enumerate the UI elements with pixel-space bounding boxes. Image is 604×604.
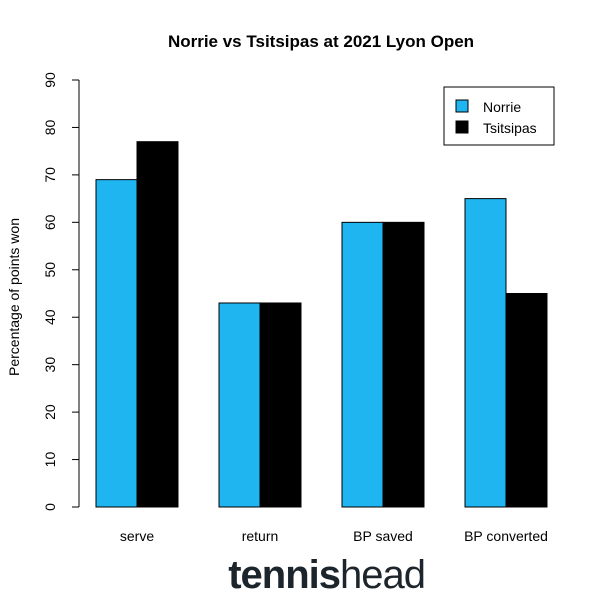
y-tick-label: 70 xyxy=(42,167,58,183)
y-tick-label: 80 xyxy=(42,119,58,135)
logo-bold-text: tennis xyxy=(228,553,340,597)
legend-box xyxy=(443,86,555,146)
y-tick-label: 0 xyxy=(42,503,58,511)
legend-label-norrie: Norrie xyxy=(483,99,521,115)
chart-title: Norrie vs Tsitsipas at 2021 Lyon Open xyxy=(168,32,474,51)
y-tick-label: 90 xyxy=(42,72,58,88)
x-tick-label: BP converted xyxy=(464,528,548,544)
y-axis-ticks: 0 10 20 30 40 50 60 70 80 90 xyxy=(42,72,79,511)
bar-norrie-bp-converted xyxy=(464,198,507,508)
bars-group xyxy=(95,141,548,508)
x-axis-labels: serve return BP saved BP converted xyxy=(120,528,548,544)
x-tick-label: BP saved xyxy=(353,528,413,544)
bar-tsitsipas-return xyxy=(259,302,302,508)
legend: Norrie Tsitsipas xyxy=(443,86,555,146)
y-tick-label: 50 xyxy=(42,262,58,278)
bar-norrie-bp-saved xyxy=(341,221,384,508)
legend-swatch-tsitsipas xyxy=(455,120,469,134)
svg-text:tennishead: tennishead xyxy=(228,553,425,597)
legend-label-tsitsipas: Tsitsipas xyxy=(483,120,537,136)
bar-tsitsipas-bp-saved xyxy=(382,221,425,508)
y-axis-label: Percentage of points won xyxy=(6,218,22,376)
logo-light-text: head xyxy=(340,553,425,597)
x-tick-label: serve xyxy=(120,528,154,544)
y-tick-label: 30 xyxy=(42,357,58,373)
bar-norrie-serve xyxy=(95,179,138,508)
x-tick-label: return xyxy=(242,528,279,544)
y-tick-label: 20 xyxy=(42,404,58,420)
bar-tsitsipas-bp-converted xyxy=(505,293,548,508)
y-tick-label: 10 xyxy=(42,452,58,468)
bar-tsitsipas-serve xyxy=(136,141,179,508)
legend-swatch-norrie xyxy=(455,99,469,113)
bar-norrie-return xyxy=(218,302,261,508)
y-tick-label: 60 xyxy=(42,214,58,230)
tennishead-logo: tennishead xyxy=(228,553,426,597)
y-tick-label: 40 xyxy=(42,309,58,325)
